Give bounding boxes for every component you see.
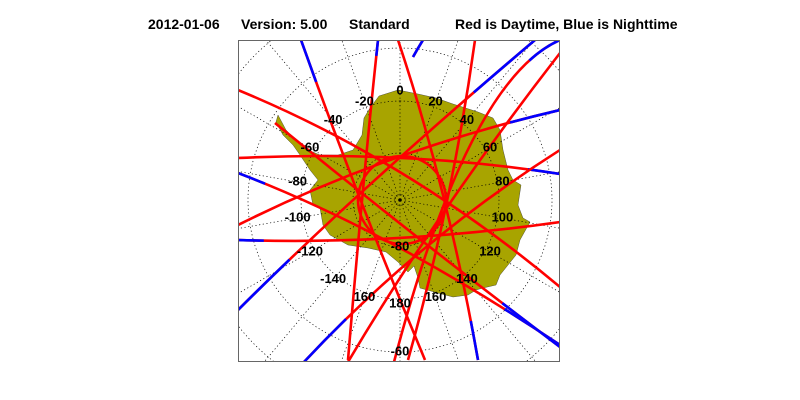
meridian-line [264, 203, 398, 361]
meridian-line [239, 202, 396, 294]
nighttime-track-segment [274, 121, 559, 348]
longitude-label: -120 [297, 243, 323, 258]
daytime-track [356, 154, 448, 246]
latitude-circle [247, 47, 553, 353]
daytime-track [299, 41, 427, 361]
longitude-label: 80 [495, 173, 509, 188]
south-pole-marker [398, 198, 402, 202]
meridian-line [239, 171, 396, 200]
longitude-label: 160 [425, 289, 447, 304]
title-mode: Standard [349, 16, 410, 32]
longitude-label: 160 [354, 289, 376, 304]
daytime-track [396, 41, 480, 361]
meridian-line [402, 203, 536, 361]
longitude-label: -140 [320, 271, 346, 286]
latitude-label: -80 [391, 238, 410, 253]
longitude-label: 140 [456, 271, 478, 286]
longitude-label: -100 [285, 209, 311, 224]
meridian-line [239, 106, 396, 198]
longitude-label: 20 [428, 94, 442, 109]
title-version: Version: 5.00 [241, 16, 328, 32]
map-frame [238, 40, 560, 362]
nighttime-track-segment [303, 149, 559, 361]
longitude-label: 120 [479, 243, 501, 258]
meridian-line [341, 41, 399, 196]
title-date: 2012-01-06 [148, 16, 220, 32]
meridian-line [404, 200, 559, 229]
longitude-label: 0 [396, 82, 403, 97]
latitude-label: -60 [391, 343, 410, 358]
daytime-track [239, 154, 559, 176]
longitude-label: 180 [389, 295, 411, 310]
satellite-tracks [239, 41, 559, 361]
nighttime-track-segment [239, 41, 536, 311]
nighttime-track-segment [239, 108, 559, 226]
meridian-line [404, 107, 559, 198]
meridian-line [266, 41, 398, 197]
longitude-label: 100 [492, 209, 514, 224]
nighttime-track-segment [239, 171, 559, 346]
longitude-label: -80 [288, 173, 307, 188]
antarctica-landmass [275, 89, 531, 298]
meridian-line [404, 171, 559, 200]
nighttime-track-segment [411, 41, 424, 58]
meridian-line [404, 202, 559, 293]
meridian-line [239, 200, 396, 229]
meridian-line [401, 41, 459, 196]
meridian-line [402, 41, 534, 197]
title-legend: Red is Daytime, Blue is Nighttime [455, 16, 678, 32]
daytime-track [239, 89, 559, 288]
latitude-circle [239, 41, 559, 361]
longitude-label: -60 [301, 139, 320, 154]
longitude-label: 40 [460, 112, 474, 127]
longitude-label: 60 [483, 139, 497, 154]
longitude-label: -20 [355, 94, 374, 109]
daytime-track [239, 220, 559, 243]
longitude-label: -40 [324, 112, 343, 127]
nighttime-track-segment [239, 41, 536, 311]
nighttime-track-segment [392, 41, 559, 361]
